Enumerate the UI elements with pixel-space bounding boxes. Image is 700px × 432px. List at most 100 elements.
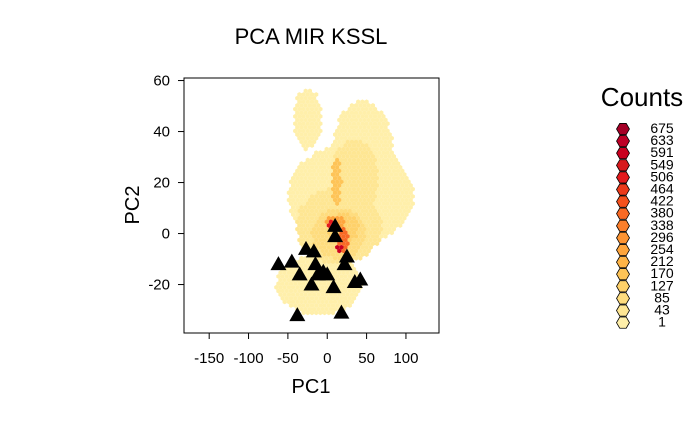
legend-swatch [616,147,630,160]
hexbin-cell [358,117,363,123]
hexbin-cell [293,208,298,214]
hexbin-cell [343,150,348,156]
hexbin-cell [345,124,350,130]
hexbin-cell [295,204,300,210]
hexbin-cell [326,186,331,192]
hexbin-cell [335,172,340,177]
hexbin-cell [286,277,291,283]
hexbin-cell [305,143,310,148]
hexbin-cell [318,164,323,170]
hexbin-cell [305,99,310,105]
hexbin-cell [322,230,327,236]
hexbin-cell [280,281,285,287]
hexbin-cell [377,157,382,163]
hexbin-cell [297,237,302,243]
hexbin-cell [343,172,348,177]
hexbin-cell [339,113,344,119]
hexbin-cell [328,161,333,167]
hexbin-cell [328,146,333,152]
hexbin-cell [303,292,308,297]
hexbin-cell [400,197,405,203]
hexbin-cell [312,132,317,137]
legend-label: 170 [650,265,674,281]
hexbin-cell [330,143,336,148]
hexbin-cell [356,186,361,192]
hexbin-cell [347,150,352,156]
hexbin-cell [295,95,300,101]
hexbin-cell [383,226,388,232]
hexbin-cell [377,237,382,243]
hexbin-cell [377,186,382,192]
hexbin-cell [347,223,352,228]
legend-title: Counts [601,82,683,112]
hexbin-cell [347,194,352,199]
hexbin-cell [335,135,340,141]
hexbin-cell [316,124,321,130]
hexbin-cell [362,168,367,174]
hexbin-cell [337,153,342,159]
hexbin-cell [324,226,329,232]
hexbin-cell [293,194,298,199]
legend: Counts 675633591549506464422380338296254… [601,82,683,330]
hexbin-cell [354,292,359,297]
hexbin-cell [312,306,317,312]
hexbin-cell [345,277,350,283]
hexbin-cell [360,157,365,163]
legend-label: 506 [650,168,674,184]
hexbin-cell [366,161,371,167]
hexbin-cell [320,175,325,181]
hexbin-cell [398,215,403,221]
hexbin-cell [307,139,312,145]
hexbin-cell [337,146,342,152]
hexbin-cell [280,288,285,294]
hexbin-cell [330,208,336,214]
hexbin-cell [297,92,302,97]
hexbin-cell [368,164,373,170]
hexbin-cell [343,230,348,236]
hexbin-cell [379,175,384,181]
hexbin-cell [349,139,354,145]
hexbin-cell [318,194,323,199]
hexbin-cell [354,226,359,232]
hexbin-cell [301,194,306,199]
hexbin-cell [299,197,304,203]
hexbin-cell [341,153,346,159]
hexbin-cell [299,110,304,116]
hexbin-cell [391,212,396,217]
hexbin-cell [282,277,287,283]
hexbin-cell [347,295,352,301]
hexbin-cell [339,274,344,279]
hexbin-cell [303,204,308,210]
legend-label: 591 [650,144,674,160]
hexbin-cell [343,179,348,185]
hexbin-cell [286,284,291,290]
hexbin-cell [366,153,371,159]
hexbin-cell [291,284,296,290]
hexbin-cell [356,106,361,112]
hexbin-cell [303,212,308,217]
hexbin-cell [362,117,367,123]
hexbin-cell [366,204,371,210]
hexbin-cell [307,219,312,225]
hexbin-cell [381,135,386,141]
hexbin-cell [303,226,308,232]
hexbin-cell [368,194,373,199]
hexbin-cell [333,161,338,167]
hexbin-cell [377,143,382,148]
hexbin-cell [335,244,340,250]
hexbin-cell [364,135,369,141]
hexbin-cell [391,168,396,174]
hexbin-cell [301,215,306,221]
hexbin-cell [316,234,321,239]
hexbin-cell [364,172,369,177]
hexbin-cell [303,146,308,152]
hexbin-cell [339,150,344,156]
hexbin-cell [349,292,354,297]
hexbin-cell [360,223,365,228]
hexbin-cell [305,92,310,97]
hexbin-cell [343,303,348,308]
hexbin-cell [309,92,315,97]
hexbin-cell [404,212,409,217]
hexbin-cell [358,197,363,203]
hexbin-cell [349,175,354,181]
